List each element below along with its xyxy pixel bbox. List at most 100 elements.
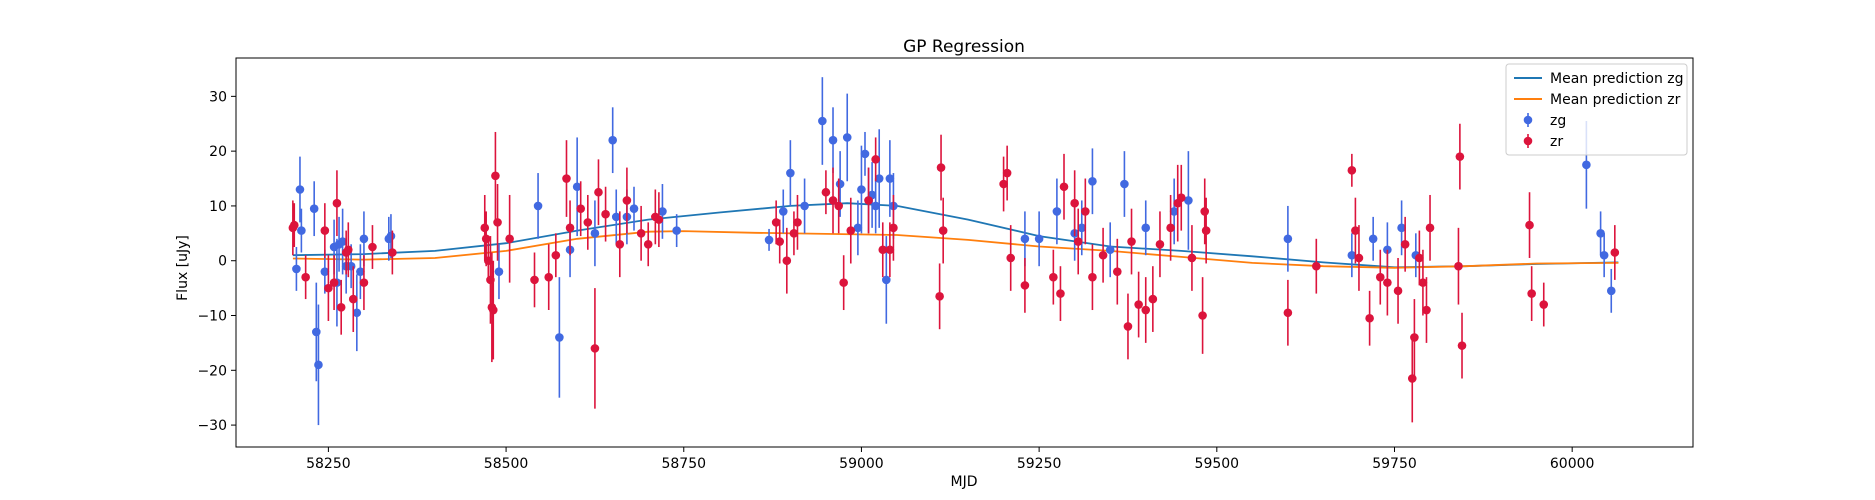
data-point-zr bbox=[1006, 253, 1015, 263]
data-point-zg bbox=[1599, 250, 1609, 260]
data-point-zr bbox=[583, 218, 593, 227]
data-point-zr bbox=[1127, 237, 1136, 246]
x-tick-label: 59250 bbox=[1017, 456, 1062, 472]
data-point-zr bbox=[505, 234, 514, 244]
data-point-zr bbox=[834, 201, 844, 211]
data-point-zg bbox=[1141, 223, 1151, 233]
data-point-zg bbox=[871, 201, 880, 211]
data-point-zr bbox=[544, 272, 554, 282]
data-point-zg bbox=[1077, 223, 1087, 233]
data-point-zg bbox=[764, 235, 774, 245]
y-tick-label: −20 bbox=[197, 363, 227, 379]
data-point-zg bbox=[786, 168, 795, 178]
data-point-zg bbox=[835, 179, 845, 189]
data-point-zr bbox=[1365, 313, 1374, 323]
data-point-zr bbox=[889, 223, 898, 233]
data-point-zr bbox=[1312, 261, 1321, 271]
data-point-zr bbox=[1425, 223, 1435, 233]
data-point-zr bbox=[1123, 322, 1133, 331]
data-point-zr bbox=[1059, 182, 1069, 192]
data-point-zr bbox=[1422, 305, 1431, 315]
y-tick-label: 30 bbox=[209, 89, 227, 105]
data-point-zr bbox=[491, 171, 500, 181]
x-axis-label: MJD bbox=[951, 474, 978, 490]
data-point-zg bbox=[818, 116, 827, 126]
data-point-zg bbox=[356, 267, 365, 276]
data-point-zr bbox=[821, 187, 831, 197]
y-tick-label: 10 bbox=[209, 199, 227, 215]
data-point-zg bbox=[590, 229, 600, 238]
data-point-zr bbox=[636, 229, 646, 238]
data-point-zg bbox=[314, 360, 323, 370]
y-tick-label: 0 bbox=[218, 254, 227, 270]
data-point-zr bbox=[320, 226, 330, 235]
data-point-zr bbox=[1002, 168, 1012, 178]
data-point-zr bbox=[1081, 207, 1090, 216]
mean-prediction-lines bbox=[292, 202, 1619, 269]
data-point-zg bbox=[608, 135, 617, 145]
data-point-zr bbox=[1056, 289, 1065, 298]
data-point-zg bbox=[1368, 234, 1378, 244]
data-point-zg bbox=[292, 264, 301, 274]
data-point-zr bbox=[343, 245, 353, 255]
data-point-zr bbox=[615, 239, 625, 249]
data-point-zr bbox=[329, 278, 339, 287]
data-point-zr bbox=[935, 292, 944, 301]
x-tick-label: 58250 bbox=[306, 456, 351, 472]
data-point-zr bbox=[793, 218, 802, 227]
data-point-zg bbox=[874, 174, 884, 183]
x-tick-label: 58500 bbox=[484, 456, 529, 472]
data-point-zr bbox=[1073, 237, 1083, 246]
data-point-zr bbox=[301, 272, 310, 282]
data-point-zr bbox=[789, 229, 799, 238]
data-point-zr bbox=[1455, 152, 1465, 161]
data-point-zg bbox=[778, 207, 788, 216]
data-point-zr bbox=[775, 237, 785, 246]
legend: Mean prediction zg Mean prediction zr zg zr bbox=[1505, 63, 1688, 156]
data-point-zg bbox=[672, 226, 681, 235]
data-point-zr bbox=[1457, 341, 1467, 350]
data-point-zr bbox=[1407, 374, 1417, 383]
data-point-zr bbox=[1166, 223, 1175, 233]
data-point-zg bbox=[1120, 179, 1129, 189]
data-point-zr bbox=[551, 250, 561, 260]
data-point-zr bbox=[1088, 272, 1097, 282]
data-point-zr bbox=[332, 198, 342, 208]
data-point-zr bbox=[864, 196, 873, 205]
data-point-zg bbox=[320, 267, 330, 276]
data-point-zg bbox=[494, 267, 504, 276]
data-point-zg bbox=[1397, 223, 1406, 233]
data-point-zr bbox=[654, 215, 664, 224]
data-point-zr bbox=[590, 344, 600, 353]
data-point-zg bbox=[572, 182, 582, 192]
data-point-zr bbox=[1020, 281, 1030, 290]
data-point-zr bbox=[480, 223, 490, 233]
data-point-zr bbox=[1198, 311, 1207, 320]
data-point-zr bbox=[1454, 261, 1463, 271]
data-point-zr bbox=[1148, 294, 1158, 304]
data-point-zr bbox=[1187, 253, 1197, 263]
data-point-zg bbox=[338, 237, 347, 246]
data-point-zr bbox=[348, 294, 358, 304]
data-point-zr bbox=[1347, 166, 1357, 175]
data-point-zg bbox=[386, 231, 396, 241]
data-point-zg bbox=[312, 327, 321, 337]
data-point-zr bbox=[1098, 250, 1108, 260]
x-tick-label: 60000 bbox=[1550, 456, 1595, 472]
data-point-zg bbox=[853, 223, 863, 233]
data-point-zr bbox=[846, 226, 856, 235]
data-point-zr bbox=[1525, 220, 1534, 230]
data-point-zr bbox=[368, 242, 377, 252]
data-point-zg bbox=[533, 201, 543, 211]
legend-swatch-marker bbox=[1523, 115, 1533, 125]
data-point-zg bbox=[1034, 234, 1044, 244]
data-point-zr bbox=[1610, 248, 1620, 257]
data-point-zg bbox=[828, 135, 838, 145]
y-axis-ticks: −30 −20 −10 0 10 20 30 bbox=[197, 89, 236, 434]
data-point-zg bbox=[629, 204, 639, 213]
data-point-zr bbox=[1200, 207, 1210, 216]
x-tick-label: 59750 bbox=[1372, 456, 1417, 472]
data-point-zr bbox=[878, 245, 888, 255]
data-point-zg bbox=[555, 333, 564, 342]
